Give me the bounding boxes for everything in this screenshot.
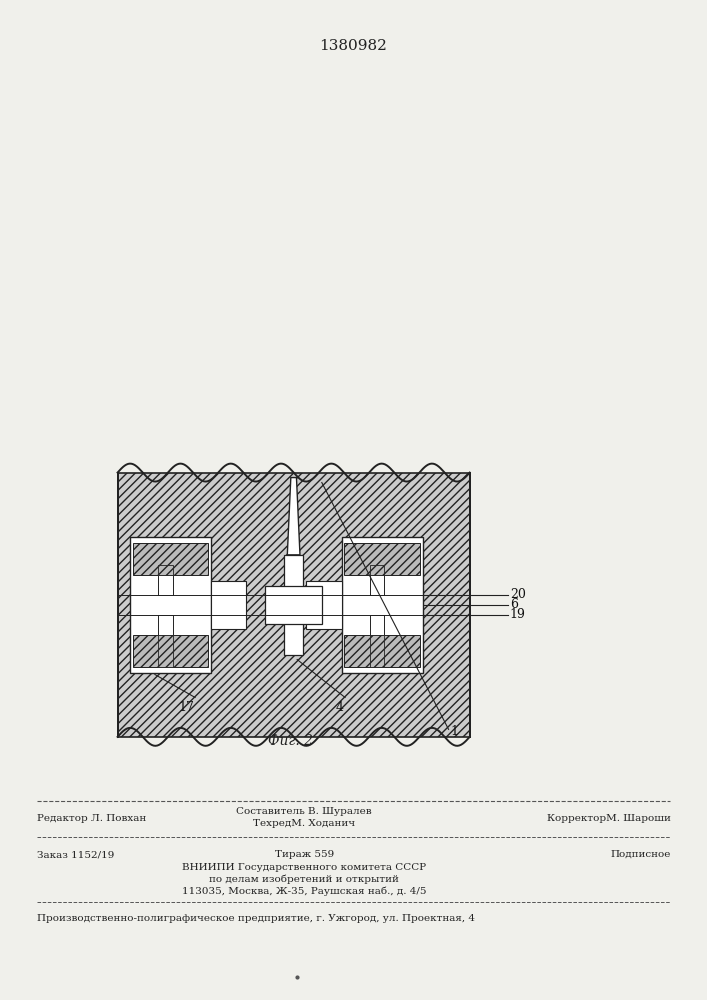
Bar bbox=[158, 565, 173, 575]
Bar bbox=[158, 615, 173, 635]
Text: Тираж 559: Тираж 559 bbox=[274, 850, 334, 859]
Bar bbox=[130, 537, 211, 673]
Text: 6: 6 bbox=[510, 598, 518, 611]
Bar bbox=[117, 473, 469, 737]
Bar bbox=[133, 635, 209, 667]
Bar bbox=[370, 635, 384, 667]
Text: Подписное: Подписное bbox=[610, 850, 670, 859]
Text: 4: 4 bbox=[335, 701, 344, 714]
Bar bbox=[306, 581, 341, 629]
Bar bbox=[341, 537, 423, 673]
Text: Производственно-полиграфическое предприятие, г. Ужгород, ул. Проектная, 4: Производственно-полиграфическое предприя… bbox=[37, 914, 474, 923]
Text: по делам изобретений и открытий: по делам изобретений и открытий bbox=[209, 875, 399, 884]
Bar bbox=[344, 635, 420, 667]
Bar bbox=[265, 586, 322, 624]
Text: КорректорМ. Шароши: КорректорМ. Шароши bbox=[547, 814, 670, 823]
Bar bbox=[158, 575, 173, 595]
Text: Фиг. 2: Фиг. 2 bbox=[268, 734, 312, 748]
Bar bbox=[133, 543, 209, 575]
Bar bbox=[284, 555, 303, 655]
Bar bbox=[370, 615, 384, 635]
Text: Заказ 1152/19: Заказ 1152/19 bbox=[37, 850, 114, 859]
Bar bbox=[344, 543, 420, 575]
Text: 19: 19 bbox=[510, 608, 526, 621]
Text: ВНИИПИ Государственного комитета СССР: ВНИИПИ Государственного комитета СССР bbox=[182, 863, 426, 872]
Bar bbox=[158, 635, 173, 667]
Bar bbox=[370, 565, 384, 575]
Bar bbox=[211, 581, 247, 629]
Text: 17: 17 bbox=[179, 701, 194, 714]
Text: ТехредМ. Ходанич: ТехредМ. Ходанич bbox=[253, 819, 355, 828]
Bar bbox=[370, 575, 384, 595]
Polygon shape bbox=[287, 478, 300, 555]
Text: 1380982: 1380982 bbox=[320, 39, 387, 53]
Text: 1: 1 bbox=[450, 725, 459, 738]
Text: Редактор Л. Повхан: Редактор Л. Повхан bbox=[37, 814, 146, 823]
Text: Составитель В. Шуралев: Составитель В. Шуралев bbox=[236, 807, 372, 816]
Text: 113035, Москва, Ж-35, Раушская наб., д. 4/5: 113035, Москва, Ж-35, Раушская наб., д. … bbox=[182, 887, 426, 896]
Text: 20: 20 bbox=[510, 588, 526, 601]
